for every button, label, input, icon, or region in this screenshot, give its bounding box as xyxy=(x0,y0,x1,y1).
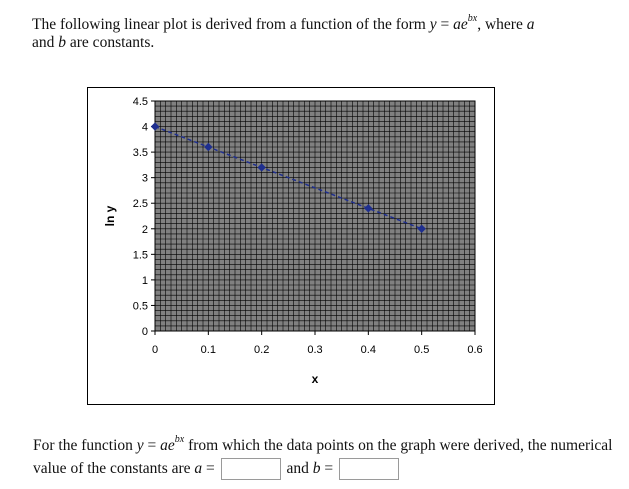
equals-sign: = xyxy=(320,460,338,477)
formula-equals: = xyxy=(143,437,161,454)
formula-y: y xyxy=(136,437,144,454)
var-b: b xyxy=(58,34,67,51)
formula-equals: = xyxy=(436,16,454,33)
formula-exponent: bx xyxy=(174,434,185,445)
formula-a: a xyxy=(453,16,461,33)
question-text: For the function y = aebx from which the… xyxy=(33,434,613,481)
var-a: a xyxy=(526,16,535,33)
var-b: b xyxy=(312,460,321,477)
intro-text-part: The following linear plot is derived fro… xyxy=(32,16,430,33)
y-tick-label: 0.5 xyxy=(133,300,148,312)
data-series xyxy=(150,122,426,233)
x-tick-label: 0.4 xyxy=(361,344,376,356)
x-tick-label: 0 xyxy=(152,344,158,356)
y-tick-label: 4.5 xyxy=(133,96,148,108)
question-text-part: from which the data points on the graph … xyxy=(33,437,613,477)
formula-exponent: bx xyxy=(467,13,478,24)
question-text-part: For the function xyxy=(33,437,137,454)
y-tick-label: 3 xyxy=(142,173,148,185)
intro-text-part: and xyxy=(32,34,59,51)
x-tick-labels: 0 0.1 0.2 0.3 0.4 0.5 0.6 xyxy=(152,344,483,356)
y-tick-label: 1.5 xyxy=(133,249,148,261)
intro-text-part: are constants. xyxy=(66,34,155,51)
x-tick-label: 0.5 xyxy=(414,344,429,356)
y-tick-label: 0 xyxy=(142,326,148,338)
y-tick-label: 1 xyxy=(142,275,148,287)
x-tick-label: 0.6 xyxy=(467,344,482,356)
data-point xyxy=(364,204,373,213)
formula-e: e xyxy=(167,437,175,454)
data-point xyxy=(204,142,213,152)
gridlines xyxy=(154,100,476,332)
formula-e: e xyxy=(460,16,468,33)
chart-frame: 0 0.5 1 1.5 2 2.5 3 3.5 4 4.5 0 0.1 0.2 0.3 0.4 0.5 0.6… xyxy=(87,87,495,405)
data-point xyxy=(417,224,426,233)
question-text-part: and xyxy=(282,460,313,477)
x-axis-label: x xyxy=(312,372,319,386)
x-tick-label: 0.1 xyxy=(201,344,216,356)
x-tick-label: 0.2 xyxy=(254,344,269,356)
formula-y: y xyxy=(429,16,437,33)
var-a: a xyxy=(194,460,203,477)
x-tick-label: 0.3 xyxy=(307,344,322,356)
data-point xyxy=(257,163,266,172)
y-tick-label: 3.5 xyxy=(133,147,148,159)
data-point xyxy=(150,122,160,131)
y-tick-label: 4 xyxy=(142,122,148,134)
y-tick-labels: 0 0.5 1 1.5 2 2.5 3 3.5 4 4.5 xyxy=(133,96,148,338)
answer-a-input[interactable] xyxy=(220,458,281,481)
y-axis-label: ln y xyxy=(103,205,117,226)
y-tick-label: 2 xyxy=(142,224,148,236)
answer-b-input[interactable] xyxy=(339,458,400,481)
formula-a: a xyxy=(160,437,168,454)
y-tick-label: 2.5 xyxy=(133,198,148,210)
intro-text: The following linear plot is derived fro… xyxy=(32,13,612,52)
line-chart: 0 0.5 1 1.5 2 2.5 3 3.5 4 4.5 0 0.1 0.2 0.3 0.4 0.5 0.6… xyxy=(103,96,483,386)
intro-text-part: , where xyxy=(477,16,527,33)
equals-sign: = xyxy=(202,460,219,477)
